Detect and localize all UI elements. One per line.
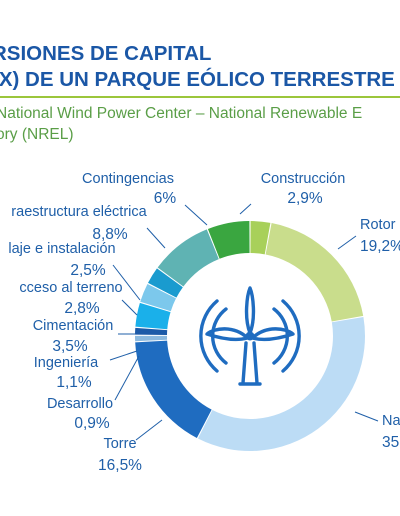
value-contingencias: 6% <box>154 190 177 207</box>
value-rotor: 19,2% <box>360 238 400 255</box>
label-ensamblaje-e-instalaci-n: laje e instalación <box>8 241 115 257</box>
label-nacelle: Na <box>382 413 400 429</box>
leader-line-ensamblaje-e-instalaci-n <box>112 264 141 301</box>
value-nacelle: 35 <box>382 434 399 451</box>
slice-nacelle <box>197 317 365 451</box>
label-acceso-al-terreno: cceso al terreno <box>19 280 122 296</box>
label-torre: Torre <box>103 436 136 452</box>
source-note: National Wind Power Center – National Re… <box>0 103 362 145</box>
leader-line-contingencias <box>184 204 208 226</box>
leader-line-ingenier-a <box>109 350 138 361</box>
wind-turbine-icon <box>199 286 301 386</box>
label-construcci-n: Construcción <box>261 171 346 187</box>
value-infraestructura-el-ctrica: 8,8% <box>92 226 128 243</box>
slice-labels: Construcción 2,9% Rotor 19,2% Na 35 Torre 16,5%… <box>8 171 400 474</box>
slice-construcci-n <box>250 221 271 255</box>
label-cimentaci-n: Cimentación <box>33 318 114 334</box>
slice-contingencias <box>207 221 250 259</box>
leader-line-construcci-n <box>239 203 252 215</box>
slice-acceso-al-terreno <box>140 283 176 312</box>
leader-line-desarrollo <box>114 355 140 401</box>
slice-torre <box>135 340 212 438</box>
label-ingenier-a: Ingeniería <box>34 355 99 371</box>
slice-ingenier-a <box>135 327 168 336</box>
value-ensamblaje-e-instalaci-n: 2,5% <box>70 262 106 279</box>
value-torre: 16,5% <box>98 457 142 474</box>
title-line-1: RSIONES DE CAPITAL <box>0 42 212 65</box>
title-divider <box>0 96 400 98</box>
source-line-1: National Wind Power Center – National Re… <box>0 105 363 122</box>
slice-desarrollo <box>135 335 168 342</box>
value-acceso-al-terreno: 2,8% <box>64 300 100 317</box>
leader-line-acceso-al-terreno <box>121 299 138 316</box>
leader-line-infraestructura-el-ctrica <box>146 227 166 249</box>
value-construcci-n: 2,9% <box>287 190 323 207</box>
value-ingenier-a: 1,1% <box>56 374 92 391</box>
chart-title: RSIONES DE CAPITAL (X) DE UN PARQUE EÓLI… <box>0 41 395 93</box>
donut-slices <box>135 221 365 451</box>
label-rotor: Rotor <box>360 217 396 233</box>
value-desarrollo: 0,9% <box>74 415 110 432</box>
leader-line-nacelle <box>354 411 379 422</box>
slice-cimentaci-n <box>135 302 171 330</box>
title-line-2: (X) DE UN PARQUE EÓLICO TERRESTRE <box>0 68 395 91</box>
slice-rotor <box>265 223 364 322</box>
slice-ensamblaje-e-instalaci-n <box>148 268 183 298</box>
leader-lines <box>109 203 379 441</box>
value-cimentaci-n: 3,5% <box>52 338 88 355</box>
label-desarrollo: Desarrollo <box>47 396 113 412</box>
label-infraestructura-el-ctrica: raestructura eléctrica <box>11 204 147 220</box>
leader-line-torre <box>135 419 163 441</box>
label-contingencias: Contingencias <box>82 171 174 187</box>
leader-line-rotor <box>337 235 357 250</box>
slice-infraestructura-el-ctrica <box>157 229 219 287</box>
source-line-2: ory (NREL) <box>0 126 74 143</box>
